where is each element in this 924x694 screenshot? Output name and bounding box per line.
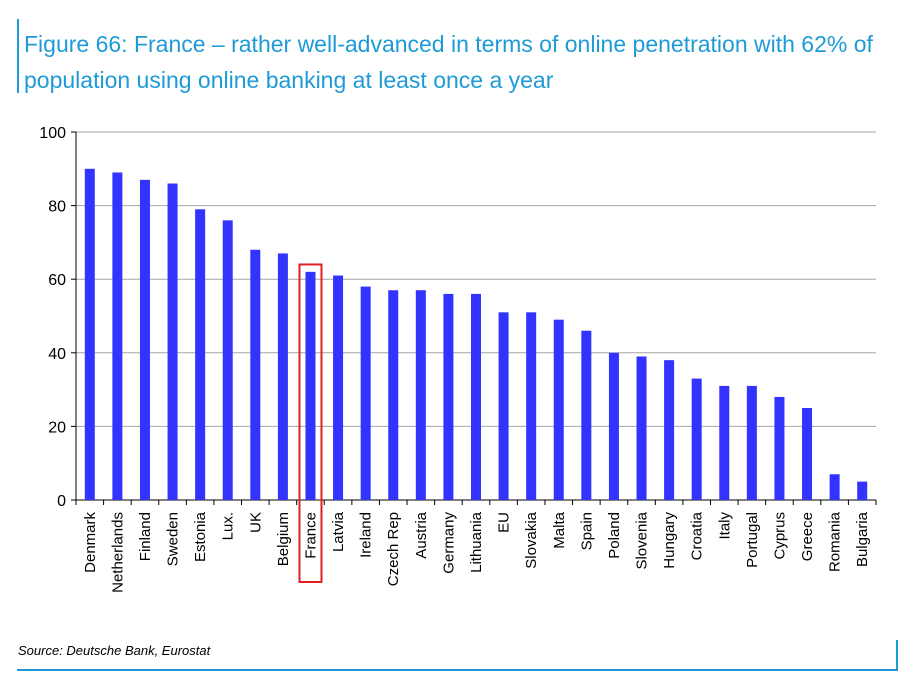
x-tick-label: Croatia (689, 511, 706, 560)
y-tick-label: 40 (48, 346, 66, 363)
bar (305, 271, 316, 500)
x-tick-label: Spain (578, 512, 595, 550)
title-accent-bar (17, 19, 19, 93)
x-tick-label: Romania (827, 511, 844, 572)
bar (774, 396, 785, 500)
bar (333, 275, 344, 500)
bar (746, 385, 757, 500)
y-tick-label: 80 (48, 199, 66, 216)
x-tick-label: Latvia (330, 511, 347, 552)
source-note: Source: Deutsche Bank, Eurostat (18, 643, 211, 658)
bar (498, 312, 509, 500)
x-tick-label: EU (496, 512, 513, 533)
bar (581, 330, 592, 500)
x-tick-label: UK (247, 512, 264, 533)
bar (360, 286, 371, 500)
axis-layer: 0 20 40 60 80 100 (39, 125, 877, 510)
x-tick-label: Slovenia (634, 511, 651, 569)
figure-title: Figure 66: France – rather well-advanced… (24, 31, 873, 93)
x-tick-label: Denmark (82, 512, 99, 573)
bar (222, 220, 233, 500)
y-tick-label: 0 (57, 493, 66, 510)
x-tick-label: Portugal (744, 512, 761, 568)
bar (415, 290, 426, 500)
bar (139, 179, 150, 500)
x-tick-label: Estonia (192, 511, 209, 562)
bar (829, 474, 840, 500)
bar (250, 249, 261, 500)
bar (857, 481, 868, 500)
x-tick-label: Bulgaria (854, 511, 871, 567)
x-tick-label: Slovakia (523, 511, 540, 568)
x-tick-label: Belgium (275, 512, 292, 566)
x-tick-label: Sweden (165, 512, 182, 566)
bar (636, 356, 647, 500)
x-tick-label: Hungary (661, 512, 678, 569)
bar (664, 360, 675, 500)
y-tick-label: 60 (48, 272, 66, 289)
bar-layer (84, 168, 868, 501)
x-tick-label: Ireland (358, 512, 375, 558)
x-tick-label: Italy (716, 512, 733, 540)
bar (526, 312, 537, 500)
x-tick-label: Poland (606, 512, 623, 559)
bar (112, 172, 123, 501)
x-tick-label: Greece (799, 512, 816, 561)
bar (388, 290, 399, 500)
bar (84, 168, 95, 501)
label-layer: Denmark Netherlands Finland Sweden Estonia Lu… (82, 263, 871, 593)
x-tick-label: Czech Rep (385, 512, 402, 586)
x-tick-label: Netherlands (109, 512, 126, 593)
x-tick-label: Malta (551, 511, 568, 548)
frame-right-line (896, 640, 898, 670)
bar (471, 293, 481, 500)
x-tick-label: Germany (440, 512, 457, 574)
frame-bottom-line (17, 669, 898, 671)
x-tick-label: Lux. (220, 512, 237, 540)
x-tick-label: Lithuania (468, 511, 485, 573)
y-tick-label: 20 (48, 419, 66, 436)
bar (691, 378, 702, 500)
x-tick-label: Austria (413, 511, 430, 558)
highlight-box (298, 263, 323, 583)
bar (443, 293, 454, 500)
x-tick-label: France (302, 512, 319, 559)
bar (553, 319, 564, 500)
bar (277, 253, 288, 500)
bar (195, 209, 206, 500)
bar (802, 408, 813, 500)
bar (719, 385, 730, 500)
y-tick-label: 100 (39, 125, 66, 142)
x-tick-label: Cyprus (771, 512, 788, 560)
bar (167, 183, 178, 500)
x-tick-label: Finland (137, 512, 154, 561)
bar (608, 352, 619, 500)
bar-chart: 0 20 40 60 80 100 Denmark Netherlands Finland Sw… (39, 125, 877, 593)
